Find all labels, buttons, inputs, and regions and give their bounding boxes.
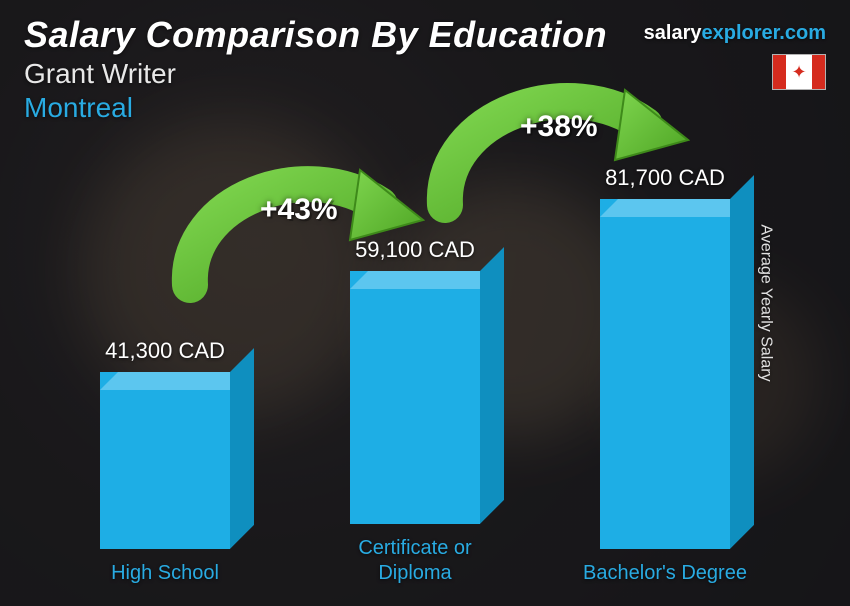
maple-leaf-icon: ✦: [791, 63, 806, 81]
attribution-prefix: salary: [644, 22, 702, 44]
bar-label: High School: [111, 561, 219, 586]
increase-arrow-2: [410, 70, 690, 240]
bar: [100, 372, 230, 549]
canada-flag-icon: ✦: [772, 54, 826, 90]
bar-label: Certificate orDiploma: [358, 536, 471, 586]
bar-column: 41,300 CAD High School: [60, 338, 270, 586]
attribution: salaryexplorer.com: [644, 22, 826, 45]
bar: [600, 199, 730, 549]
increase-pct-2: +38%: [520, 110, 598, 144]
increase-arrow-1: [155, 150, 425, 320]
page-title: Salary Comparison By Education: [24, 14, 607, 56]
bar-value: 41,300 CAD: [105, 338, 225, 364]
increase-pct-1: +43%: [260, 193, 338, 227]
bar-label: Bachelor's Degree: [583, 561, 747, 586]
attribution-suffix: explorer.com: [701, 22, 826, 44]
